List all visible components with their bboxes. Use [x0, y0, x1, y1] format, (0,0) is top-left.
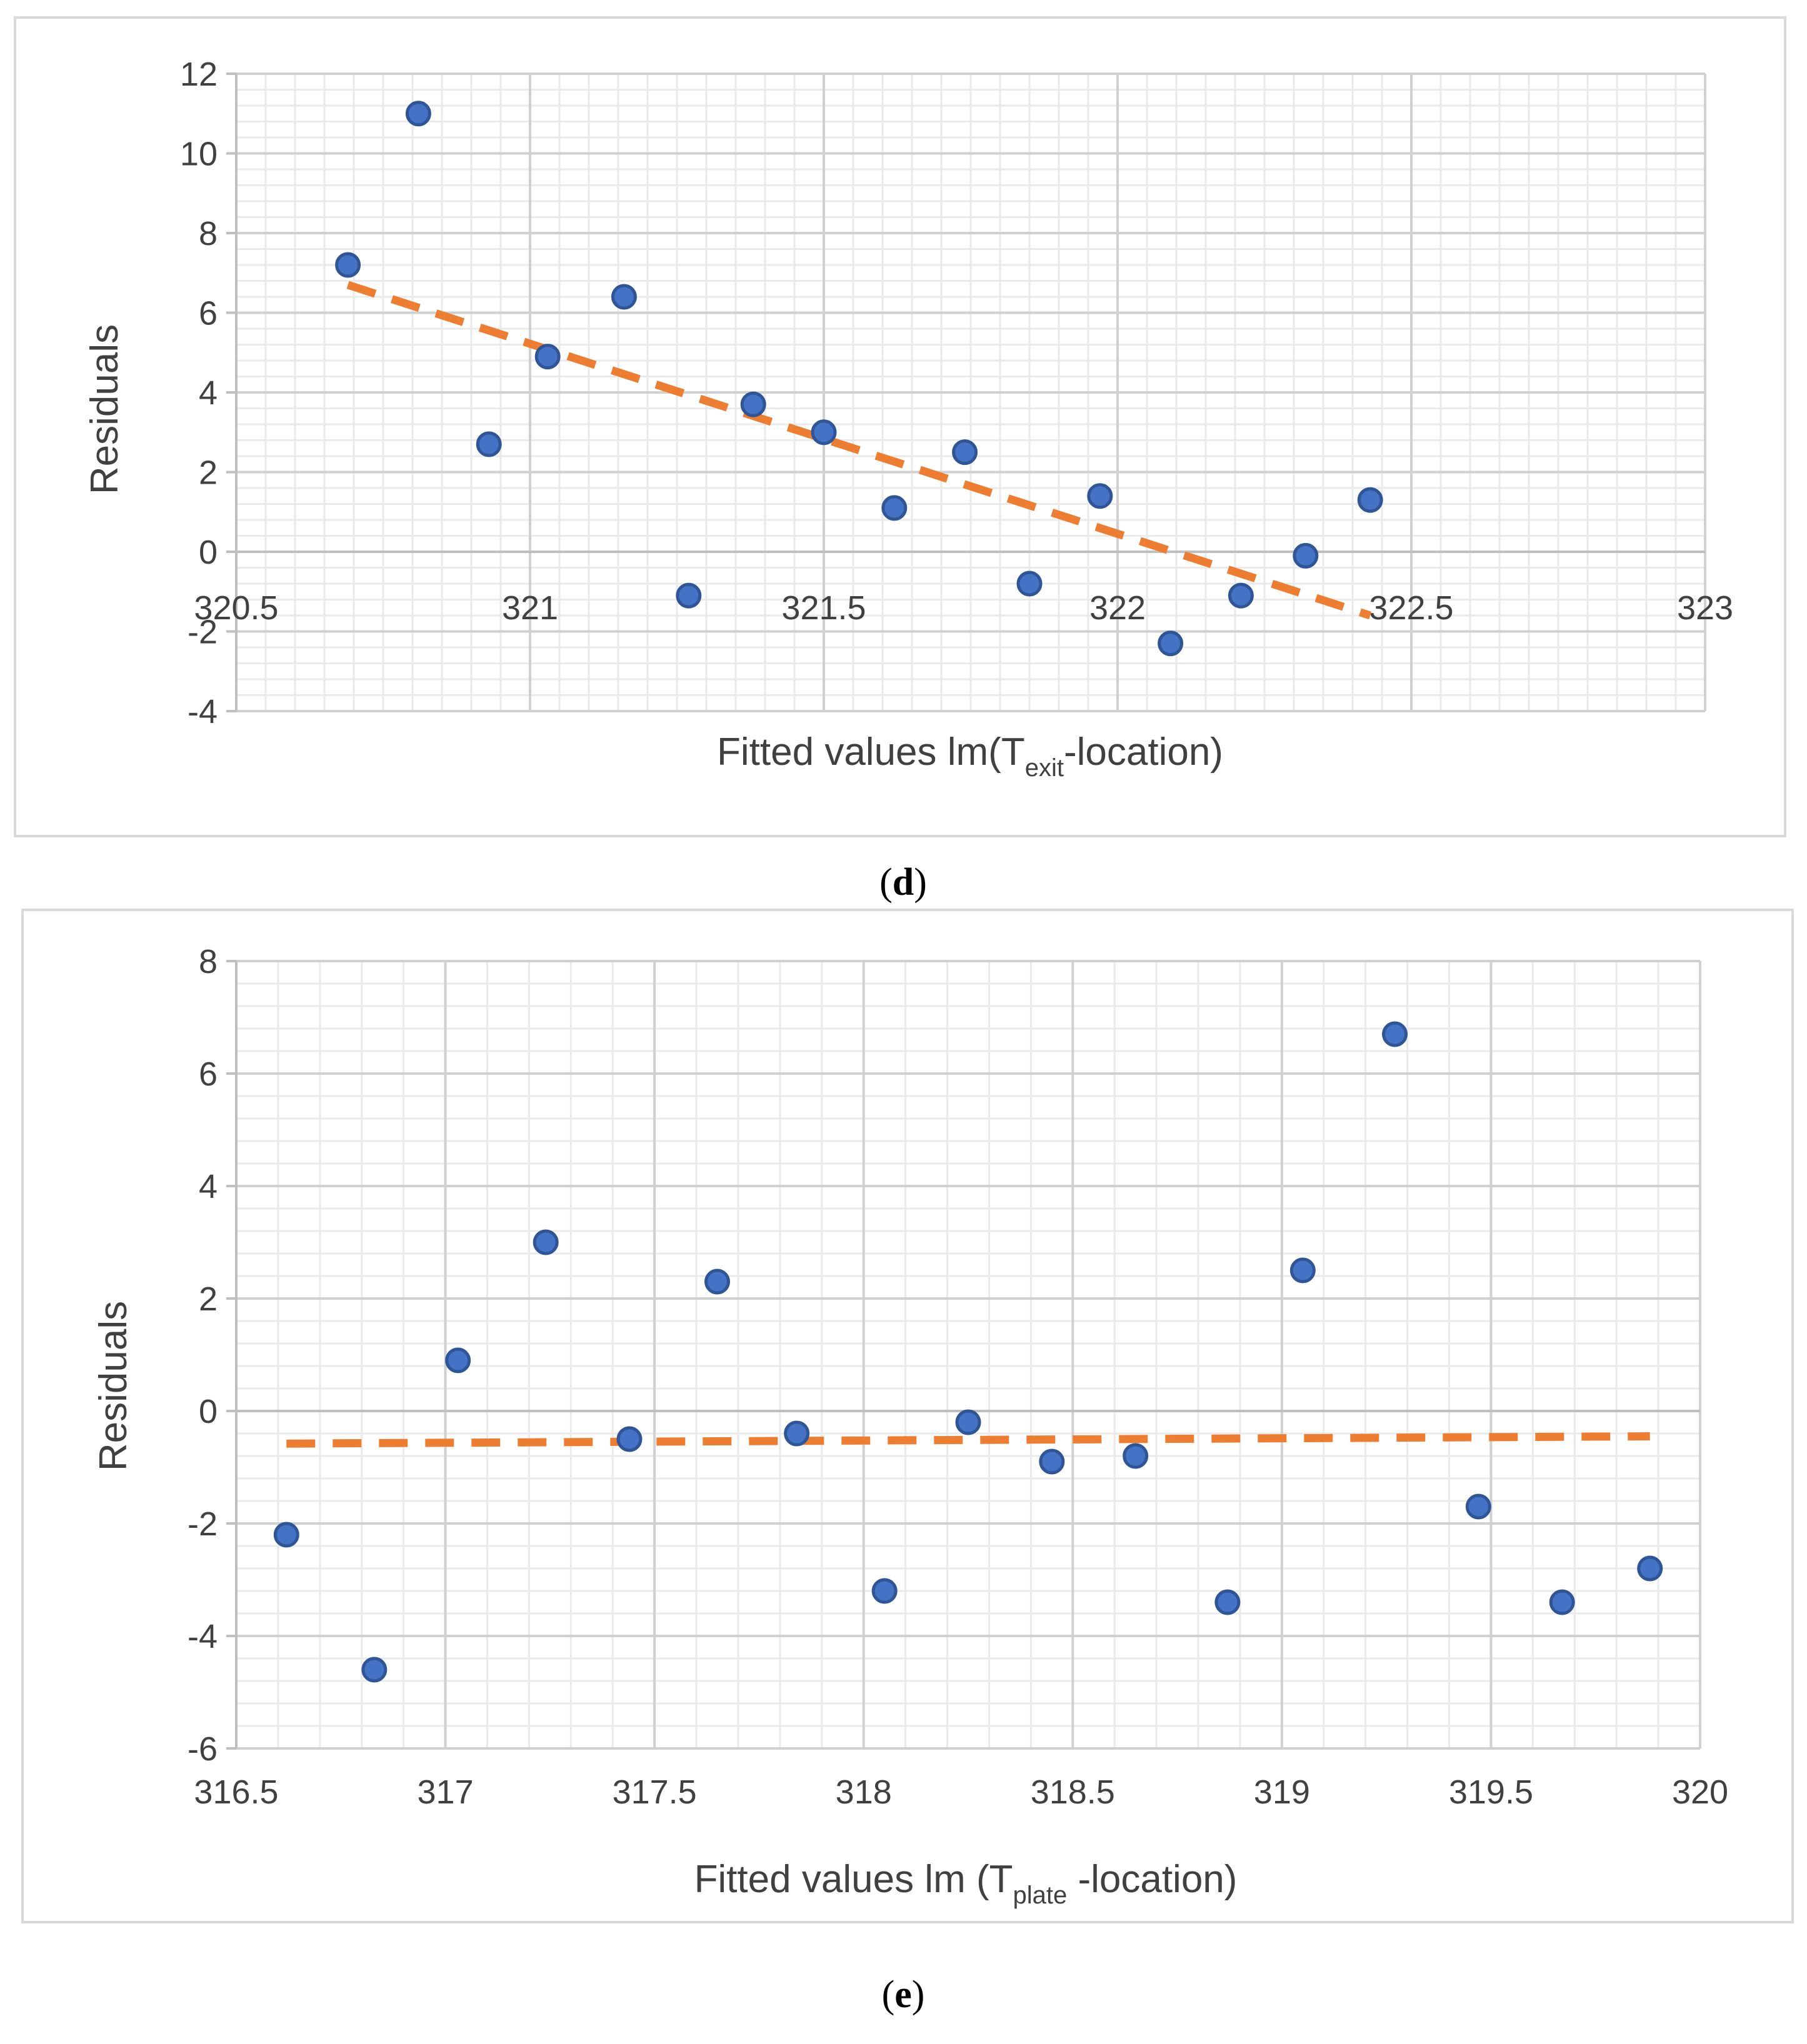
chart-e-data-point — [1382, 1021, 1408, 1047]
chart-d-x-tick-label: 321 — [502, 589, 558, 627]
chart-e-data-point — [1637, 1555, 1663, 1582]
chart-d-data-point — [405, 101, 431, 127]
chart-e-data-point — [1214, 1589, 1241, 1615]
chart-e-x-tick-label: 318 — [836, 1773, 892, 1811]
chart-e-xlabel-prefix: Fitted values lm (T — [694, 1858, 1013, 1901]
chart-e-x-tick-label: 320 — [1672, 1773, 1728, 1811]
chart-d-y-tick-label: -2 — [188, 614, 218, 651]
chart-e-data-point — [1465, 1493, 1491, 1520]
chart-e-x-tick-label: 319 — [1254, 1773, 1310, 1811]
chart-d-data-point — [1357, 487, 1383, 513]
chart-d-x-tick-label: 322 — [1089, 589, 1146, 627]
chart-d-y-tick-label: 2 — [199, 454, 218, 492]
chart-e-trendline — [286, 1432, 1650, 1448]
chart-d-data-point — [952, 439, 978, 466]
chart-e-x-tick-labels: 316.5 317 317.5 318 318.5 319 319.5 320 — [194, 1773, 1728, 1811]
chart-d-y-tick-label: -4 — [188, 693, 218, 730]
chart-d-frame — [14, 16, 1786, 837]
chart-d-x-axis-title: Fitted values lm(Texit-location) — [717, 730, 1223, 782]
chart-e-y-tick-label: 4 — [199, 1168, 218, 1205]
chart-e-frame — [21, 909, 1794, 1923]
chart-d: -4 -2 0 2 4 6 8 10 12 320.5 321 321.5 322 322.5 323 R… — [14, 16, 1786, 904]
chart-d-data-point — [1087, 483, 1113, 509]
chart-e-caption: (e) — [882, 1973, 925, 2016]
chart-d-data-point — [335, 252, 361, 278]
chart-d-y-tick-label: 10 — [180, 136, 218, 173]
chart-d-data-point — [1016, 571, 1043, 597]
chart-e-trendline-group — [286, 1432, 1650, 1448]
chart-d-y-tick-label: 12 — [180, 56, 218, 93]
chart-e-y-tick-label: -2 — [188, 1505, 218, 1543]
chart-d-trendline — [346, 281, 1372, 620]
chart-d-trendline-group — [346, 281, 1372, 620]
chart-e-data-point — [1123, 1443, 1149, 1469]
chart-e-xlabel-suffix: -location) — [1067, 1858, 1237, 1901]
chart-d-x-tick-label: 322.5 — [1369, 589, 1453, 627]
chart-d-caption: (d) — [879, 861, 927, 904]
chart-e-points — [273, 1021, 1663, 1683]
chart-d-xlabel-suffix: -location) — [1064, 730, 1223, 774]
chart-e-data-point — [273, 1522, 299, 1548]
chart-d-x-tick-label: 320.5 — [194, 589, 278, 627]
chart-d-x-tick-labels: 320.5 321 321.5 322 322.5 323 — [194, 589, 1733, 627]
chart-e: -6 -4 -2 0 2 4 6 8 316.5 317 317.5 318 318.5 319 319.… — [21, 909, 1794, 2016]
chart-d-points — [335, 101, 1383, 657]
chart-e-data-point — [1549, 1589, 1575, 1615]
chart-e-y-tick-label: -6 — [188, 1730, 218, 1768]
chart-e-minor-grid — [236, 961, 1700, 1748]
chart-d-x-tick-label: 323 — [1677, 589, 1733, 627]
chart-e-y-axis-title: Residuals — [92, 1301, 135, 1471]
chart-d-major-grid — [235, 72, 1706, 712]
chart-d-y-tick-labels: -4 -2 0 2 4 6 8 10 12 — [180, 56, 218, 730]
chart-d-xlabel-subscript: exit — [1025, 754, 1064, 782]
chart-e-data-point — [361, 1657, 388, 1683]
chart-e-data-point — [533, 1229, 559, 1255]
chart-d-caption-letter: d — [893, 861, 914, 904]
chart-d-data-point — [676, 582, 702, 609]
chart-e-data-point — [1039, 1448, 1065, 1475]
chart-e-y-tick-label: 6 — [199, 1055, 218, 1093]
chart-d-data-point — [534, 344, 561, 370]
chart-e-data-point — [704, 1269, 731, 1295]
chart-e-data-point — [955, 1409, 981, 1435]
chart-e-data-point — [616, 1426, 643, 1452]
chart-e-y-tick-labels: -6 -4 -2 0 2 4 6 8 — [188, 943, 218, 1768]
chart-e-y-tick-label: 8 — [199, 943, 218, 980]
chart-e-data-point — [445, 1347, 471, 1373]
chart-d-y-tick-label: 8 — [199, 215, 218, 252]
chart-e-x-axis-title: Fitted values lm (Tplate -location) — [694, 1858, 1238, 1909]
chart-e-x-tick-label: 318.5 — [1031, 1773, 1115, 1811]
chart-d-y-tick-label: 6 — [199, 295, 218, 332]
chart-d-y-axis-title: Residuals — [83, 324, 126, 494]
chart-d-y-tick-label: 0 — [199, 534, 218, 571]
chart-e-y-tick-label: 0 — [199, 1393, 218, 1430]
chart-d-x-tick-label: 321.5 — [781, 589, 866, 627]
chart-e-data-point — [1289, 1257, 1316, 1284]
chart-e-x-tick-label: 316.5 — [194, 1773, 278, 1811]
chart-d-data-point — [811, 419, 837, 446]
chart-e-data-point — [784, 1420, 810, 1447]
chart-e-x-tick-label: 317.5 — [613, 1773, 697, 1811]
chart-d-data-point — [1228, 582, 1254, 609]
chart-d-data-point — [1293, 542, 1319, 569]
chart-d-data-point — [611, 284, 637, 310]
chart-d-y-tick-label: 4 — [199, 374, 218, 412]
chart-e-x-tick-label: 317 — [418, 1773, 474, 1811]
chart-e-y-tick-label: 2 — [199, 1280, 218, 1318]
chart-d-data-point — [476, 431, 502, 457]
chart-e-caption-letter: e — [894, 1973, 912, 2016]
chart-d-data-point — [1158, 631, 1184, 657]
chart-d-axes — [226, 72, 1705, 712]
chart-d-data-point — [881, 495, 908, 521]
chart-d-xlabel-prefix: Fitted values lm(T — [717, 730, 1025, 774]
chart-d-data-point — [740, 391, 766, 417]
chart-e-x-tick-label: 319.5 — [1449, 1773, 1533, 1811]
chart-e-y-tick-label: -4 — [188, 1618, 218, 1655]
chart-e-xlabel-subscript: plate — [1013, 1882, 1067, 1909]
chart-e-data-point — [871, 1578, 898, 1604]
